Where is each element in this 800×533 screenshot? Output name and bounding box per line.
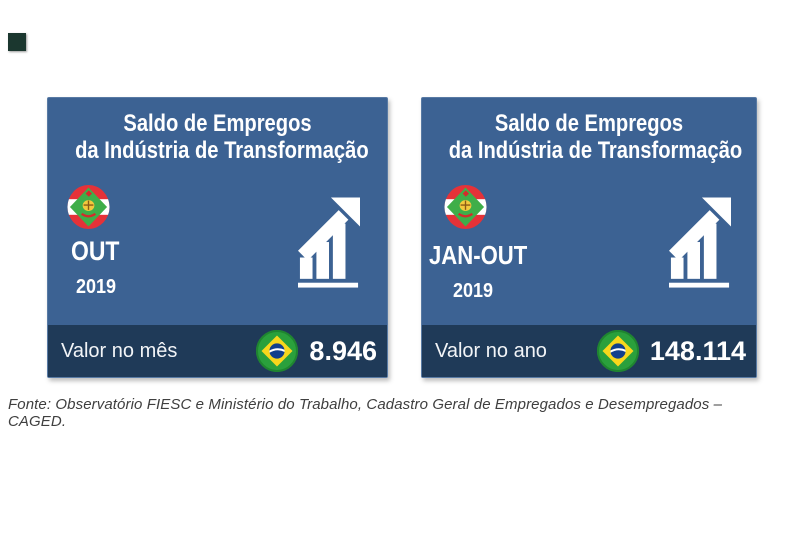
santa-catarina-flag-icon: [67, 184, 110, 235]
footer-label: Valor no ano: [435, 339, 547, 362]
year-label: 2019: [76, 276, 117, 298]
santa-catarina-flag-icon: [444, 184, 487, 235]
card-title-line1: Saldo de Empregos: [123, 110, 312, 137]
source-note: Fonte: Observatório FIESC e Ministério d…: [8, 396, 723, 430]
card-footer-bar: Valor no mês 8.946: [48, 325, 387, 377]
footer-value: 8.946: [309, 335, 377, 366]
corner-decoration: [8, 33, 26, 51]
footer-value: 148.114: [649, 335, 746, 366]
card-monthly: Saldo de Empregos da Indústria de Transf…: [47, 97, 388, 381]
period-label: OUT: [71, 236, 120, 266]
year-label: 2019: [453, 280, 494, 302]
card-year-to-date: Saldo de Empregos da Indústria de Transf…: [421, 97, 757, 383]
brazil-flag-icon: [596, 330, 639, 372]
card-title: Saldo de Empregos da Indústria de Transf…: [448, 98, 743, 165]
card-title-line2: da Indústria de Transformação: [448, 136, 743, 164]
card-title: Saldo de Empregos da Indústria de Transf…: [75, 98, 369, 165]
brazil-flag-icon: [256, 330, 299, 372]
card-title-line2: da Indústria de Transformação: [75, 136, 369, 164]
growth-chart-icon: [669, 197, 731, 294]
card-footer-bar: Valor no ano 148.114: [422, 325, 756, 377]
growth-chart-icon: [298, 197, 360, 294]
period-label: JAN-OUT: [429, 240, 528, 270]
footer-label: Valor no mês: [61, 339, 178, 362]
card-title-line1: Saldo de Empregos: [494, 110, 684, 137]
